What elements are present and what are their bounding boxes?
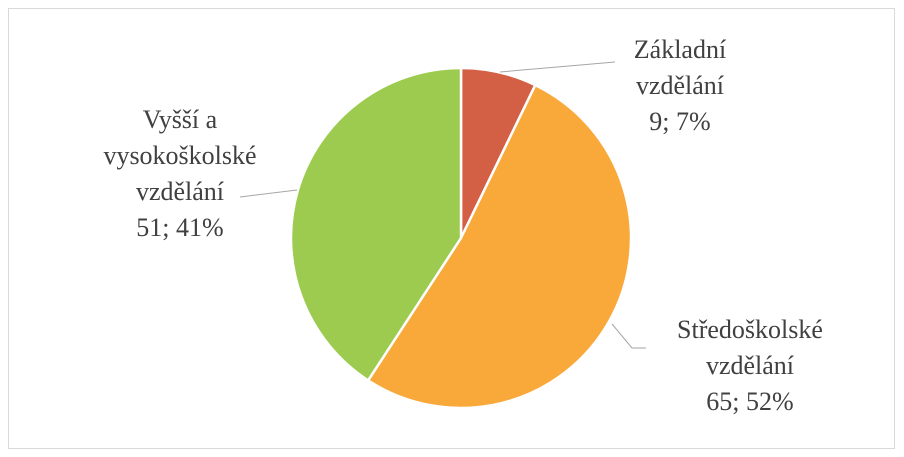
value-label: 9; 7%: [649, 107, 711, 136]
value-label: 51; 41%: [136, 213, 224, 242]
category-label: Základní vzdělání: [633, 35, 727, 100]
leader-line: [499, 61, 616, 73]
category-label: Středoškolské vzdělání: [677, 315, 823, 380]
value-label: 65; 52%: [706, 387, 794, 416]
data-label: Vyšší a vysokoškolské vzdělání 51; 41%: [90, 102, 270, 246]
pie-slice: [366, 83, 633, 410]
category-label: Vyšší a vysokoškolské vzdělání: [103, 105, 257, 206]
data-label: Středoškolské vzdělání 65; 52%: [650, 312, 850, 420]
pie-slice: [289, 66, 463, 383]
leader-line: [611, 323, 646, 349]
leader-line: [239, 189, 298, 198]
data-label: Základní vzdělání 9; 7%: [610, 32, 750, 140]
